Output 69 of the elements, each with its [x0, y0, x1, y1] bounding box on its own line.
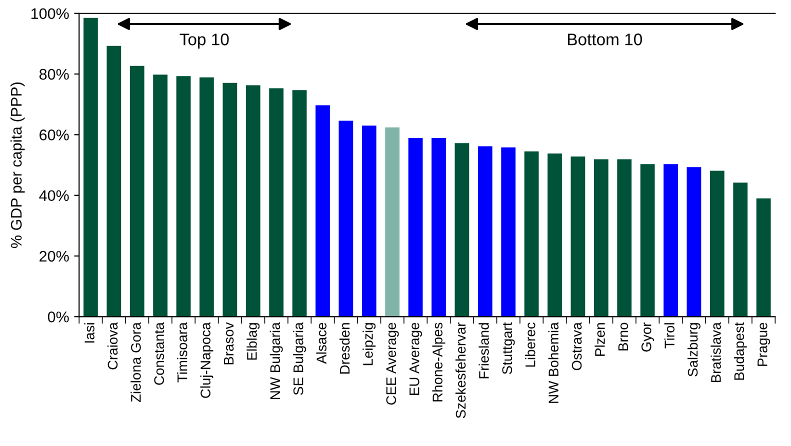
x-tick-label: Brno — [618, 322, 628, 350]
x-tick-label: NW Bulgaria — [270, 322, 283, 400]
bar — [84, 18, 98, 317]
y-tick-label: 100% — [31, 8, 69, 20]
x-tick-label: Rhone-Alpes — [432, 322, 446, 402]
bar — [269, 88, 284, 317]
x-tick-label: Constanta — [154, 322, 164, 385]
x-tick-label: Gyor — [641, 322, 654, 352]
bar — [385, 127, 400, 317]
bar — [733, 182, 748, 317]
bar — [292, 90, 307, 317]
bar — [130, 66, 144, 317]
x-tick-label: Craiova — [107, 322, 118, 370]
x-tick-label: Friesland — [478, 323, 489, 378]
bar — [432, 138, 446, 317]
x-tick-label: Liberec — [525, 322, 536, 367]
annotation: Top 10 — [180, 34, 229, 49]
bar — [176, 76, 191, 317]
y-tick-label: 60% — [40, 130, 69, 140]
bar — [640, 164, 655, 317]
x-tick-label: Bratislava — [710, 322, 721, 382]
x-tick-label: EU Average — [410, 322, 422, 395]
x-tick-label: Plzen — [594, 323, 605, 356]
x-tick-label: Iasi — [84, 323, 94, 343]
x-tick-label: Elblag — [246, 323, 260, 360]
y-tick-label: 0% — [48, 312, 69, 322]
bar — [200, 77, 214, 317]
bar — [664, 164, 678, 317]
x-tick-label: Salzburg — [687, 323, 700, 376]
bar — [153, 74, 168, 317]
y-tick-label: 20% — [40, 250, 69, 262]
bar — [316, 105, 330, 317]
x-tick-label: Stuttgart — [502, 322, 515, 374]
x-tick-label: Zielona Gora — [130, 322, 141, 402]
x-tick-label: Tirol — [664, 323, 674, 348]
bar — [756, 198, 771, 317]
x-tick-label: Alsace — [316, 322, 326, 364]
bar — [362, 126, 376, 317]
y-tick-label: 80% — [39, 68, 69, 80]
bar — [246, 85, 260, 317]
bar — [222, 82, 238, 317]
bar — [454, 143, 470, 317]
bar — [686, 167, 702, 317]
bar — [408, 138, 423, 317]
x-tick-label: CEE Average — [386, 322, 399, 405]
x-tick-label: SE Bulgaria — [293, 322, 306, 395]
bar — [594, 159, 608, 317]
bar — [548, 153, 562, 317]
bar — [617, 159, 632, 317]
bar — [710, 170, 724, 317]
y-tick-label: 40% — [39, 190, 69, 202]
x-tick-label: NW Bohemia — [548, 322, 558, 403]
bar — [338, 120, 354, 317]
x-tick-label: Szekesfehervar — [455, 322, 466, 418]
x-tick-label: Timisoara — [177, 322, 188, 382]
bar — [570, 156, 586, 317]
annotation: Bottom 10 — [568, 34, 642, 46]
x-tick-label: Prague — [758, 322, 770, 366]
x-tick-label: Dresden — [339, 323, 350, 374]
bar — [501, 147, 516, 317]
x-tick-label: Budapest — [734, 322, 747, 380]
bar — [524, 151, 539, 317]
bar — [106, 46, 122, 317]
x-tick-label: Brasov — [224, 322, 234, 364]
bar — [478, 146, 492, 317]
y-axis-title: % GDP per capita (PPP) — [10, 82, 25, 248]
x-tick-label: Ostrava — [572, 322, 582, 370]
x-tick-label: Cluj-Napoca — [200, 322, 214, 398]
x-tick-label: Leipzig — [362, 323, 376, 366]
